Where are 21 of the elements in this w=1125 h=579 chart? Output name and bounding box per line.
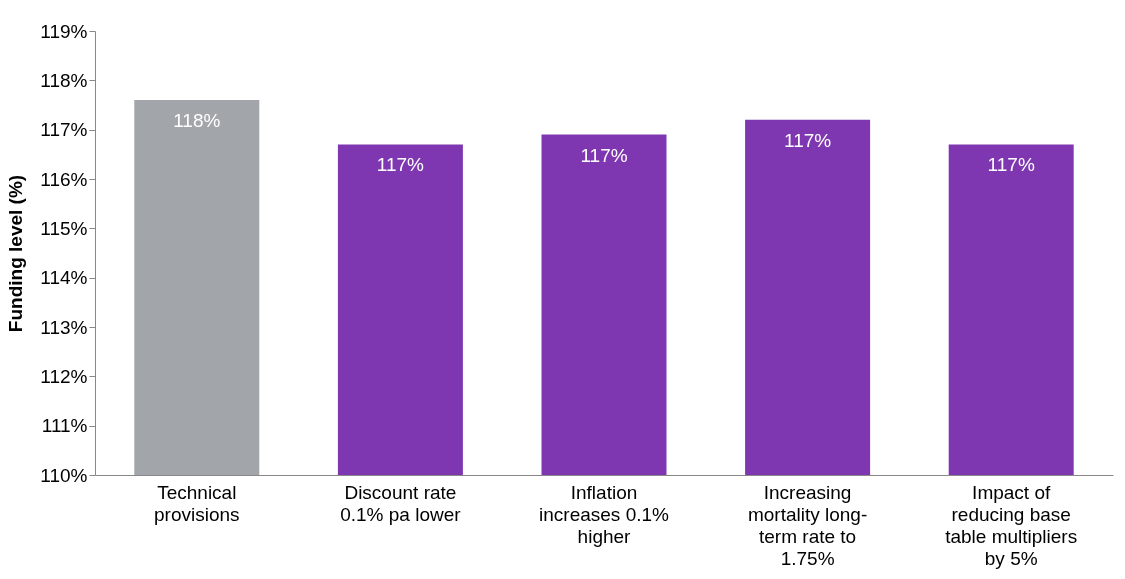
y-tick-label: 111% [41,415,88,437]
data-label: 117% [376,154,425,176]
data-label: 117% [987,154,1035,176]
y-axis-title: Funding level (%) [5,174,27,333]
data-label: 117% [784,129,832,151]
y-tick-label: 117% [40,119,88,141]
y-tick-label: 116% [40,168,88,190]
data-label: 118% [173,110,221,132]
y-tick-label: 112% [40,365,88,387]
y-tick-label: 115% [40,217,88,239]
y-tick-label: 119% [40,20,88,42]
x-tick-label: Impact of reducing base table multipliers by 5% [945,481,1078,569]
y-tick-label: 110% [40,464,88,486]
x-tick-label: Discount rate 0.1% pa lower [340,481,462,525]
x-tick-label: Increasing mortality long-term rate to 1.75% [747,481,868,569]
x-tick-label: Inflation increases 0.1% higher [539,481,670,547]
x-tick-label: Technical provisions [154,481,240,525]
y-tick-label: 113% [40,316,88,338]
y-tick-label: 118% [40,69,88,91]
data-label: 117% [580,144,628,166]
y-tick-label: 114% [40,267,88,289]
